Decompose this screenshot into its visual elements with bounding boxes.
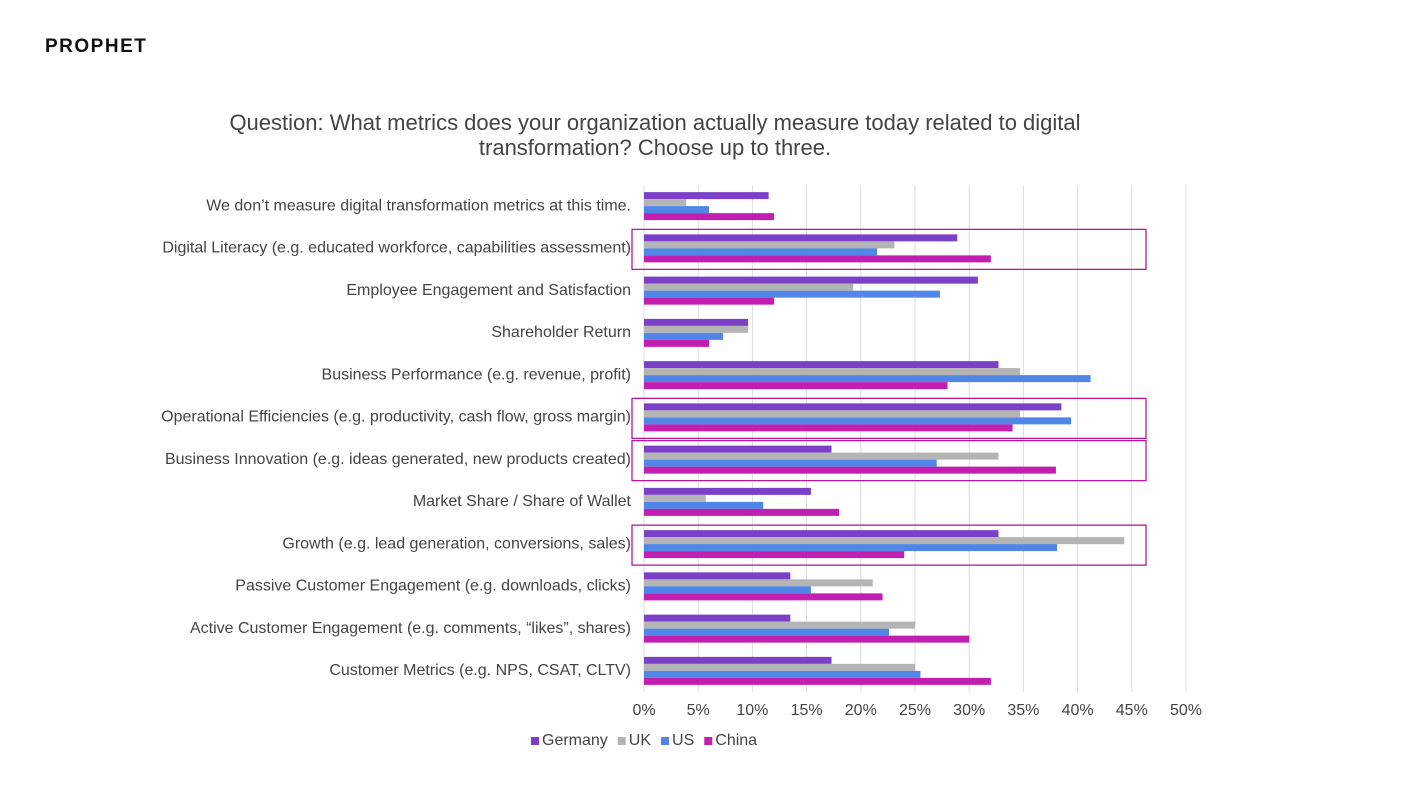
legend-swatch <box>531 737 539 745</box>
x-tick-label: 35% <box>1007 702 1039 719</box>
legend-label: US <box>672 732 694 749</box>
y-tick-label: Passive Customer Engagement (e.g. downlo… <box>235 578 631 595</box>
bar <box>644 382 948 390</box>
bar <box>644 621 915 629</box>
bar <box>644 544 1058 552</box>
bar <box>644 206 710 214</box>
y-tick-label: Market Share / Share of Wallet <box>413 493 632 510</box>
bar <box>644 445 832 453</box>
x-tick-label: 10% <box>736 702 768 719</box>
x-tick-label: 40% <box>1062 702 1094 719</box>
bar <box>644 417 1072 425</box>
bar <box>644 276 978 284</box>
bar <box>644 452 999 460</box>
bar <box>644 586 811 594</box>
legend-swatch <box>704 737 713 745</box>
x-tick-label: 30% <box>953 702 985 719</box>
y-tick-label: Employee Engagement and Satisfaction <box>346 282 631 299</box>
y-tick-label: Operational Efficiencies (e.g. productiv… <box>161 409 631 426</box>
bar <box>644 403 1062 411</box>
legend-swatch <box>617 737 626 745</box>
x-tick-label: 5% <box>687 702 710 719</box>
bar <box>644 537 1125 545</box>
bar <box>644 501 764 509</box>
bar <box>644 572 791 580</box>
y-tick-label: Shareholder Return <box>491 324 631 341</box>
bar <box>644 290 940 298</box>
x-tick-label: 25% <box>899 702 931 719</box>
highlight-box <box>631 397 1147 440</box>
legend-label: Germany <box>542 732 608 749</box>
x-tick-label: 20% <box>845 702 877 719</box>
bar <box>644 487 811 495</box>
bar <box>644 551 905 559</box>
bar <box>644 283 854 291</box>
bar <box>644 579 873 587</box>
bar <box>644 670 921 678</box>
bar <box>644 375 1091 383</box>
x-tick-label: 50% <box>1170 702 1202 719</box>
bar <box>644 508 840 516</box>
y-tick-label: We don’t measure digital transformation … <box>206 197 631 214</box>
highlight-box <box>631 524 1147 566</box>
bar <box>644 241 895 249</box>
bar <box>644 530 999 538</box>
bar <box>644 318 749 326</box>
bar <box>644 297 775 305</box>
bar <box>644 339 710 347</box>
bar <box>644 410 1021 418</box>
bar <box>644 663 915 671</box>
bar <box>644 656 832 664</box>
bar <box>644 459 937 467</box>
bar <box>644 494 706 502</box>
y-tick-label: Growth (e.g. lead generation, conversion… <box>282 535 631 552</box>
bar <box>644 332 724 340</box>
bar <box>644 255 991 263</box>
bar <box>644 466 1056 474</box>
highlight-box <box>631 228 1147 271</box>
bar <box>644 199 687 207</box>
bar <box>644 614 791 622</box>
y-tick-label: Business Innovation (e.g. ideas generate… <box>165 451 631 468</box>
y-tick-label: Business Performance (e.g. revenue, prof… <box>322 366 631 383</box>
bar <box>644 248 878 256</box>
y-tick-label: Customer Metrics (e.g. NPS, CSAT, CLTV) <box>329 662 631 679</box>
x-tick-label: 15% <box>791 702 823 719</box>
x-tick-label: 0% <box>632 702 655 719</box>
y-tick-label: Active Customer Engagement (e.g. comment… <box>190 620 631 637</box>
logo: PROPHET <box>45 36 148 57</box>
bar <box>644 593 883 601</box>
bar <box>644 424 1013 432</box>
bar <box>644 192 769 200</box>
bar <box>644 635 970 643</box>
bar <box>644 213 775 221</box>
legend-label: UK <box>629 732 652 749</box>
chart-title: Question: What metrics does your organiz… <box>229 110 1081 160</box>
bar <box>644 234 958 242</box>
legend-swatch <box>661 737 670 745</box>
bar <box>644 361 999 369</box>
highlight-box <box>631 439 1147 482</box>
x-tick-label: 45% <box>1116 702 1148 719</box>
bar <box>644 677 991 685</box>
legend-label: China <box>715 732 757 749</box>
bar <box>644 325 749 333</box>
y-tick-label: Digital Literacy (e.g. educated workforc… <box>162 240 631 257</box>
bar <box>644 368 1021 376</box>
bar <box>644 628 889 636</box>
